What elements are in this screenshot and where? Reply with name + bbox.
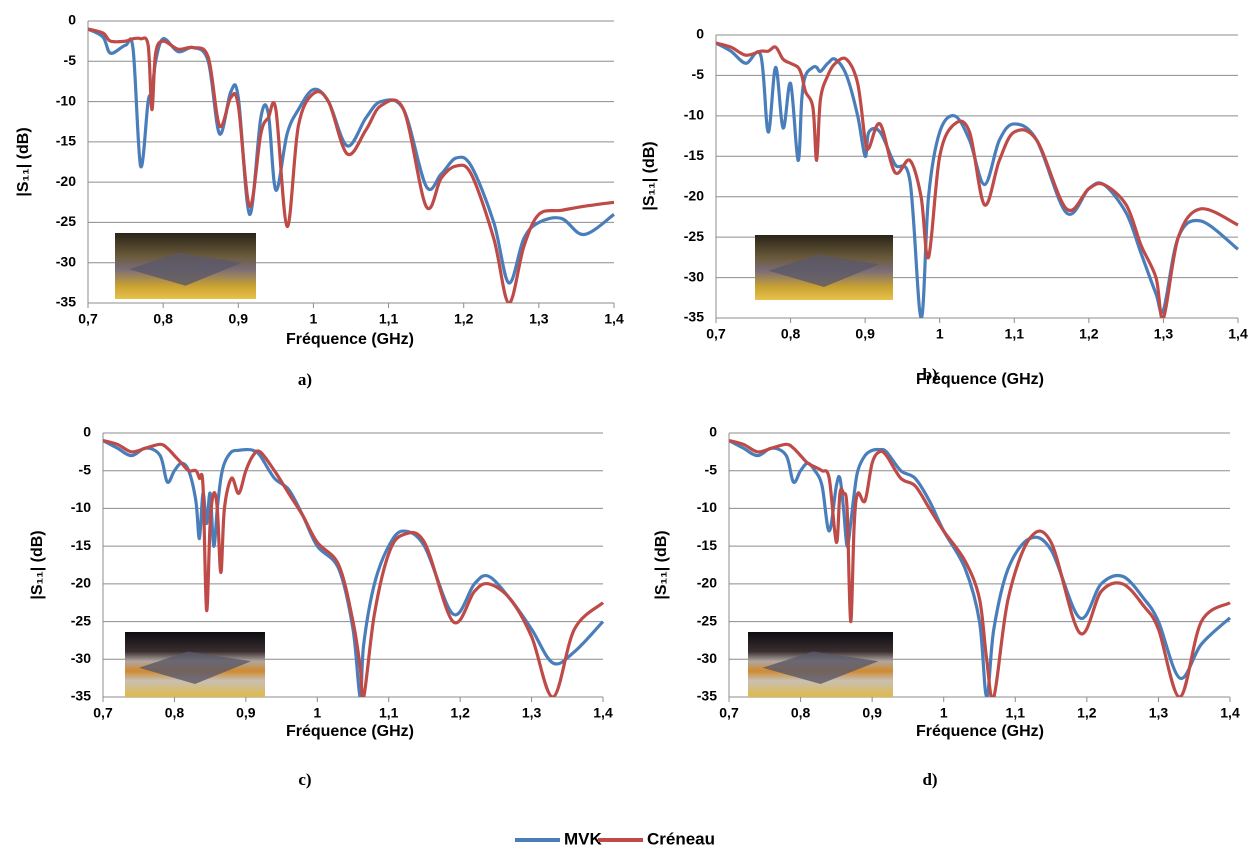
caption: c): [298, 770, 311, 789]
x-tick-label: 1,4: [1228, 326, 1248, 342]
series-line: [716, 41, 1239, 318]
y-tick-label: -25: [684, 228, 704, 244]
y-tick-label: -15: [684, 147, 704, 163]
x-tick-label: 0,8: [791, 705, 811, 721]
x-tick-label: 1,3: [529, 311, 549, 327]
x-tick-label: 0,7: [706, 326, 726, 342]
x-axis-title: Fréquence (GHz): [286, 331, 414, 348]
x-tick-label: 1,2: [450, 705, 470, 721]
y-tick-label: 0: [68, 12, 76, 28]
x-axis-title: Fréquence (GHz): [916, 723, 1044, 740]
inset-photo-board: [139, 651, 251, 684]
y-tick-label: -30: [56, 253, 76, 269]
inset-photo-board: [762, 651, 879, 684]
x-tick-label: 0,9: [862, 705, 882, 721]
x-tick-label: 1,4: [604, 311, 624, 327]
y-tick-label: -30: [697, 650, 717, 666]
y-tick-label: -35: [697, 688, 717, 704]
caption: a): [298, 370, 312, 389]
x-axis-title: Fréquence (GHz): [286, 723, 414, 740]
x-tick-label: 0,8: [153, 311, 173, 327]
y-axis-title: |S₁₁| (dB): [29, 530, 46, 599]
x-tick-label: 0,9: [229, 311, 249, 327]
y-tick-label: 0: [709, 424, 717, 440]
x-tick-label: 1,2: [454, 311, 474, 327]
x-tick-label: 1,2: [1079, 326, 1099, 342]
legend: MVK Créneau: [515, 829, 715, 848]
caption: b): [922, 365, 937, 384]
y-tick-label: -20: [684, 187, 704, 203]
series-line: [103, 438, 605, 697]
y-tick-label: -10: [697, 499, 717, 515]
x-tick-label: 1,4: [1220, 705, 1240, 721]
x-tick-label: 1,3: [522, 705, 542, 721]
y-tick-label: -30: [684, 268, 704, 284]
x-tick-label: 0,9: [855, 326, 875, 342]
y-tick-label: -35: [684, 309, 704, 325]
x-tick-label: 0,8: [165, 705, 185, 721]
y-tick-label: -25: [56, 213, 76, 229]
x-tick-label: 1: [940, 705, 948, 721]
y-tick-label: -10: [56, 92, 76, 108]
y-tick-label: -15: [56, 133, 76, 149]
y-axis-title: |S₁₁| (dB): [15, 127, 32, 196]
x-tick-label: 1: [936, 326, 944, 342]
legend-label: Créneau: [647, 829, 715, 848]
x-tick-label: 1,3: [1154, 326, 1174, 342]
y-tick-label: -10: [684, 107, 704, 123]
y-tick-label: -5: [64, 52, 77, 68]
caption: d): [922, 770, 937, 789]
y-axis-title: |S₁₁| (dB): [641, 141, 658, 210]
x-tick-label: 1: [313, 705, 321, 721]
x-tick-label: 0,9: [236, 705, 256, 721]
y-tick-label: -15: [697, 537, 717, 553]
inset-photo-board: [129, 252, 242, 286]
chart: 0 -5 -10 -15 -20 -25 -30 -350,7 0,8 0,9 1 1,1 1,2 1,3…: [15, 12, 624, 389]
y-tick-label: -25: [71, 612, 91, 628]
y-tick-label: -10: [71, 499, 91, 515]
y-tick-label: -35: [71, 688, 91, 704]
y-tick-label: -20: [71, 575, 91, 591]
y-tick-label: -20: [697, 575, 717, 591]
chart: 0 -5 -10 -15 -20 -25 -30 -350,7 0,8 0,9 1 1,1 1,2 1,3…: [29, 424, 613, 789]
y-tick-label: -25: [697, 612, 717, 628]
y-tick-label: -30: [71, 650, 91, 666]
x-tick-label: 0,8: [781, 326, 801, 342]
chart: 0 -5 -10 -15 -20 -25 -30 -350,7 0,8 0,9 1 1,1 1,2 1,3…: [653, 424, 1240, 789]
x-tick-label: 1,1: [379, 311, 399, 327]
x-tick-label: 1,1: [1005, 326, 1025, 342]
inset-photo-board: [768, 254, 880, 287]
x-tick-label: 1,2: [1077, 705, 1097, 721]
x-tick-label: 1,1: [379, 705, 399, 721]
y-tick-label: -15: [71, 537, 91, 553]
y-tick-label: 0: [83, 424, 91, 440]
x-tick-label: 0,7: [93, 705, 113, 721]
series-line: [88, 27, 615, 285]
series-line: [88, 27, 615, 303]
x-tick-label: 1,1: [1006, 705, 1026, 721]
y-tick-label: 0: [696, 26, 704, 42]
y-tick-label: -5: [692, 66, 705, 82]
x-tick-label: 1,3: [1149, 705, 1169, 721]
y-tick-label: -5: [705, 461, 718, 477]
x-tick-label: 0,7: [719, 705, 739, 721]
x-axis-title: Fréquence (GHz): [916, 371, 1044, 388]
y-tick-label: -20: [56, 173, 76, 189]
x-tick-label: 1: [310, 311, 318, 327]
y-axis-title: |S₁₁| (dB): [653, 530, 670, 599]
chart: 0 -5 -10 -15 -20 -25 -30 -350,7 0,8 0,9 1 1,1 1,2 1,3…: [641, 26, 1248, 389]
x-tick-label: 1,4: [593, 705, 613, 721]
legend-label: MVK: [564, 829, 603, 848]
x-tick-label: 0,7: [78, 311, 98, 327]
y-tick-label: -35: [56, 294, 76, 310]
series-line: [729, 438, 1231, 697]
y-tick-label: -5: [79, 461, 92, 477]
